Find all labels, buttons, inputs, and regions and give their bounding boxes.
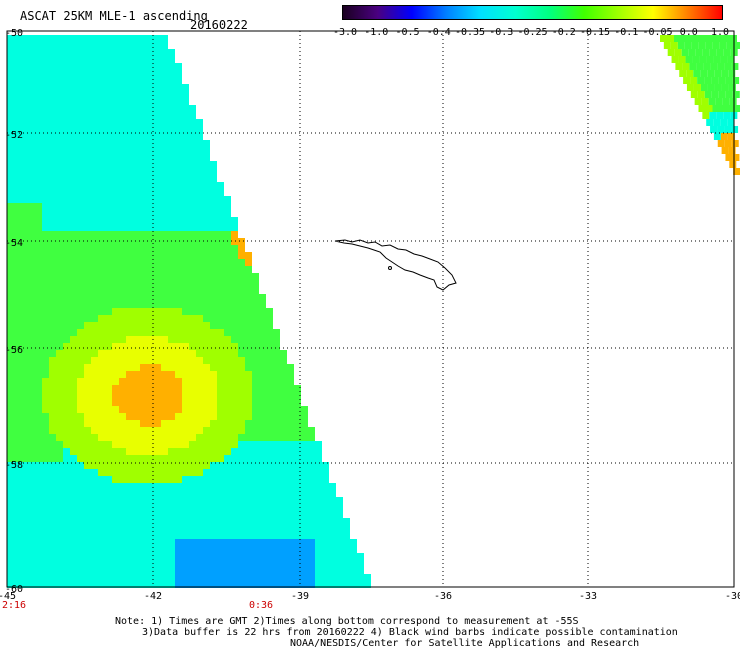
colorbar <box>342 5 723 20</box>
note-line-3: NOAA/NESDIS/Center for Satellite Applica… <box>290 638 640 649</box>
colorbar-tick-label: -0.1 <box>614 27 639 38</box>
colorbar-tick-label: -3.0 <box>332 27 358 38</box>
colorbar-tick-label: -0.3 <box>489 27 514 38</box>
lat-lon-grid <box>7 31 734 587</box>
colorbar-tick-label: 1.0 <box>710 27 730 38</box>
map-frame <box>6 30 735 588</box>
latitude-label: -60 <box>5 584 24 595</box>
colorbar-tick-label: -0.4 <box>426 27 451 38</box>
colorbar-tick-label: -0.25 <box>517 27 548 38</box>
note-line-1: Note: 1) Times are GMT 2)Times along bot… <box>115 616 579 627</box>
latitude-label: -52 <box>5 130 24 141</box>
colorbar-tick-label: -0.35 <box>454 27 486 38</box>
longitude-label: -42 <box>143 591 163 602</box>
south-georgia-island-outline <box>334 239 457 291</box>
longitude-label: -36 <box>433 591 453 602</box>
longitude-label: -33 <box>578 591 598 602</box>
longitude-label: -39 <box>290 591 310 602</box>
colorbar-tick-label: 0.0 <box>679 27 698 38</box>
colorbar-tick-label: -0.5 <box>395 27 420 38</box>
colorbar-tick-label: -0.2 <box>551 27 576 38</box>
colorbar-tick-label: -0.15 <box>579 27 611 38</box>
colorbar-tick-label: -1.0 <box>364 27 389 38</box>
latitude-label: -54 <box>5 238 24 249</box>
longitude-label: -30 <box>724 591 740 602</box>
longitude-label: -45 <box>0 591 17 602</box>
latitude-label: -50 <box>5 28 24 39</box>
product-title: ASCAT 25KM MLE-1 ascending <box>20 9 208 23</box>
colorbar-tick-label: -0.05 <box>642 27 673 38</box>
product-date: 20160222 <box>190 18 248 32</box>
time-label-mid: 0:36 <box>249 600 274 611</box>
latitude-label: -58 <box>5 460 24 471</box>
scatterometer-swath <box>7 35 740 588</box>
time-label-start: 2:16 <box>2 600 27 611</box>
island-islet <box>388 266 392 270</box>
note-line-2: 3)Data buffer is 22 hrs from 20160222 4)… <box>142 627 678 638</box>
latitude-label: -56 <box>5 345 24 356</box>
